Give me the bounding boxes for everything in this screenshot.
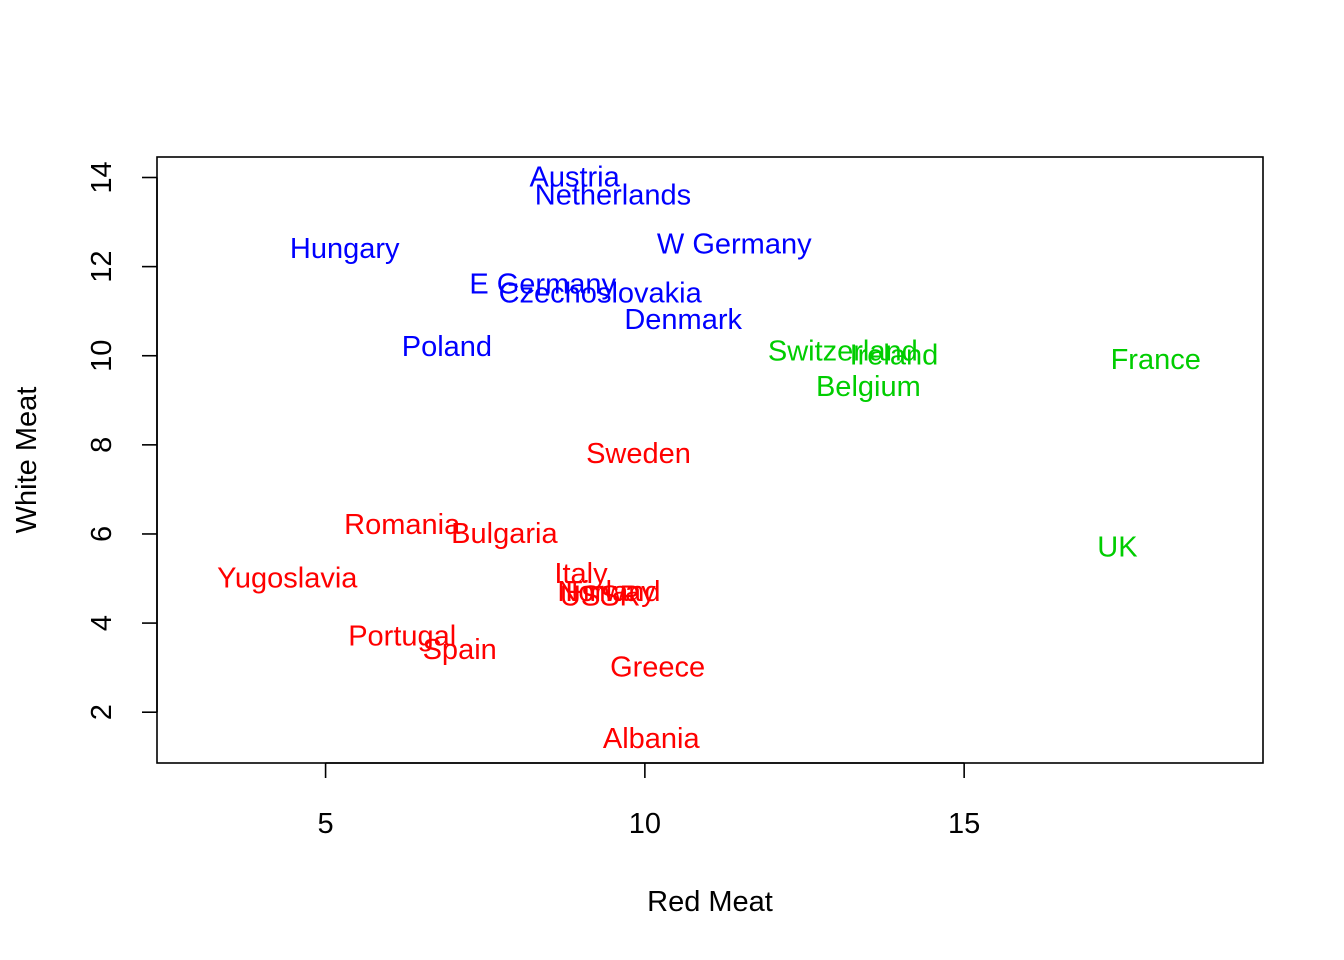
y-tick-label: 14 [86,161,118,193]
point-label: Czechoslovakia [499,277,703,309]
y-tick-label: 10 [86,340,118,372]
point-label: W Germany [657,228,812,260]
point-label: Finland [565,576,660,608]
y-tick-label: 8 [86,437,118,453]
point-label: Sweden [586,438,691,470]
point-label: Albania [603,723,701,755]
point-label: Belgium [816,371,921,403]
point-label: Ireland [850,340,939,372]
point-label: Hungary [290,233,400,265]
point-label: Netherlands [535,179,691,211]
point-label: Denmark [624,304,742,336]
point-label: Yugoslavia [217,563,358,595]
point-label: Portugal [348,620,456,652]
point-label: UK [1097,531,1138,563]
y-axis: 2 4 6 8 10 12 14 [86,161,158,720]
x-axis-title: Red Meat [647,886,773,918]
x-tick-label: 15 [948,808,980,840]
point-label: Austria [529,161,620,193]
point-label: France [1111,344,1201,376]
x-tick-label: 5 [318,808,334,840]
point-label: Poland [402,331,492,363]
y-axis-title: White Meat [11,387,43,534]
y-tick-label: 4 [86,615,118,631]
point-label: E Germany [469,268,616,300]
x-axis: 5 10 15 [318,762,980,840]
y-tick-label: 12 [86,250,118,282]
point-label: Bulgaria [451,518,558,550]
x-tick-label: 10 [629,808,661,840]
point-label: USSR [560,580,641,612]
point-label: Switzerland [768,335,918,367]
y-tick-label: 6 [86,526,118,542]
point-label: Norway [557,576,656,608]
point-label: Romania [344,509,461,541]
point-label: Greece [610,652,705,684]
y-tick-label: 2 [86,704,118,720]
point-label: Italy [554,558,608,590]
point-label: Spain [423,634,497,666]
